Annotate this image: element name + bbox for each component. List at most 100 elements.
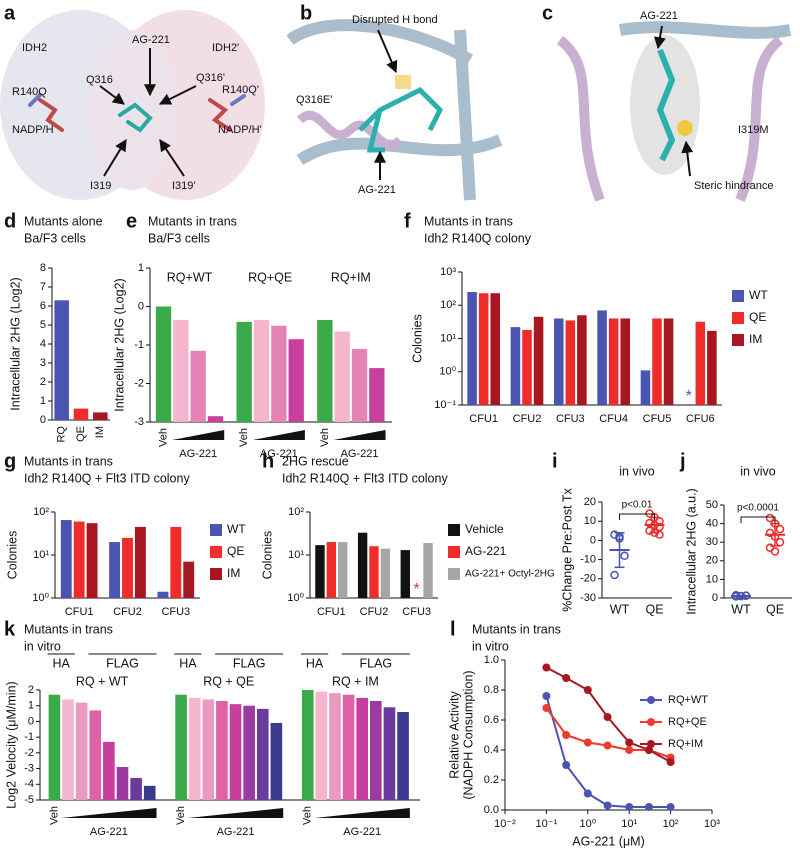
bar xyxy=(467,292,477,405)
point xyxy=(562,761,571,769)
y-tick-label: 4 xyxy=(40,338,46,350)
y-tick-label: 0 xyxy=(28,715,34,727)
point xyxy=(625,738,634,747)
y-tick-label: 2 xyxy=(40,376,46,388)
bar xyxy=(397,712,409,800)
bar xyxy=(342,694,355,800)
x-tick-label: CFU1 xyxy=(65,606,94,618)
structure-label: Q316 xyxy=(86,74,113,86)
null-marker: * xyxy=(686,388,692,405)
y-tick-label: 10¹ xyxy=(440,332,456,344)
bar xyxy=(134,526,146,598)
x-tick-label: AG-221 xyxy=(90,826,128,838)
structure-label: NADP/H xyxy=(12,124,54,136)
bar xyxy=(175,694,187,800)
point xyxy=(625,803,634,811)
panel-letter: e xyxy=(126,210,137,232)
structure-label: Q316' xyxy=(196,72,225,84)
point xyxy=(645,526,654,536)
y-tick-label: -2 xyxy=(24,747,34,759)
x-tick-label: Veh xyxy=(175,806,187,825)
x-tick-label: CFU2 xyxy=(360,606,389,618)
point xyxy=(603,801,612,810)
legend-label: WT xyxy=(749,288,768,302)
bar xyxy=(315,545,325,598)
bar xyxy=(271,325,287,422)
bar xyxy=(60,520,72,598)
bar xyxy=(243,705,255,800)
structure-label: IDH2' xyxy=(212,42,239,54)
bar xyxy=(143,785,156,800)
bar xyxy=(170,526,182,598)
legend-label: AG-221 xyxy=(465,544,507,558)
group-tag: FLAG xyxy=(233,656,266,670)
x-tick-label: 10¹ xyxy=(621,818,637,830)
chart-subtitle: Ba/F3 cells xyxy=(148,231,210,245)
x-tick-label: CFU2 xyxy=(513,413,542,425)
structure-label: I319M xyxy=(738,124,769,136)
bar xyxy=(122,537,133,598)
structure-label: Steric hindrance xyxy=(694,180,774,192)
y-tick-label: 0 xyxy=(712,592,718,604)
y-axis-label: Intracellular 2HG (Log2) xyxy=(112,278,126,411)
bar xyxy=(207,416,224,422)
bar xyxy=(597,310,607,405)
chart-subtitle: in vitro xyxy=(24,639,61,653)
y-tick-label: 10² xyxy=(440,299,456,311)
point xyxy=(765,513,775,523)
x-tick-label: CFU1 xyxy=(317,606,346,618)
point xyxy=(620,551,629,561)
group-label: RQ+QE xyxy=(248,270,292,284)
y-axis-label: Relative Activity xyxy=(447,690,461,778)
null-marker: * xyxy=(414,581,420,598)
y-tick-label: 3 xyxy=(40,357,46,369)
bar xyxy=(565,320,576,405)
point xyxy=(583,789,592,798)
bar xyxy=(554,318,564,405)
legend-marker xyxy=(647,696,655,704)
y-tick-label: -5 xyxy=(24,794,34,806)
legend-swatch xyxy=(210,568,222,580)
x-tick-label: CFU3 xyxy=(161,606,190,618)
group-label: RQ + WT xyxy=(76,674,129,688)
dose-wedge xyxy=(333,430,386,440)
structure-a xyxy=(0,10,265,200)
group-tag: FLAG xyxy=(106,656,139,670)
x-tick-label: IM xyxy=(94,426,106,438)
x-tick-label: AG-221 xyxy=(217,826,255,838)
x-tick-label: CFU3 xyxy=(556,413,585,425)
y-tick-label: 10 xyxy=(584,515,596,527)
y-tick-label: 10⁰ xyxy=(32,592,49,604)
point xyxy=(775,524,785,534)
structure-b xyxy=(286,19,503,201)
x-tick-label: AG-221 xyxy=(343,826,381,838)
y-tick-label: -10 xyxy=(580,554,596,566)
bar xyxy=(202,699,215,800)
y-tick-label: 10⁻¹ xyxy=(434,399,456,411)
bar xyxy=(89,710,102,800)
structure-c xyxy=(556,21,792,202)
y-tick-label: -2 xyxy=(134,377,144,389)
bar xyxy=(329,693,341,800)
point xyxy=(562,731,571,739)
chart-subtitle: Idh2 R140Q + Flt3 ITD colony xyxy=(24,471,190,485)
y-tick-label: 5 xyxy=(40,319,46,331)
bar xyxy=(270,723,283,800)
bar xyxy=(216,701,228,800)
annotation: p<0.01 xyxy=(622,500,653,511)
bar xyxy=(73,408,89,420)
y-tick-label: 0 xyxy=(40,414,46,426)
group-label: RQ + QE xyxy=(203,674,254,688)
chart-title: 2HG rescue xyxy=(282,454,349,468)
bar xyxy=(116,767,129,800)
bar xyxy=(75,702,88,800)
dose-wedge xyxy=(252,430,305,440)
bar xyxy=(236,321,252,422)
y-tick-label: 0.4 xyxy=(484,744,499,756)
bar xyxy=(109,542,121,598)
y-tick-label: 0.2 xyxy=(484,774,499,786)
bar xyxy=(103,741,115,800)
structure-label: AG-221 xyxy=(132,34,170,46)
bar xyxy=(62,699,74,800)
